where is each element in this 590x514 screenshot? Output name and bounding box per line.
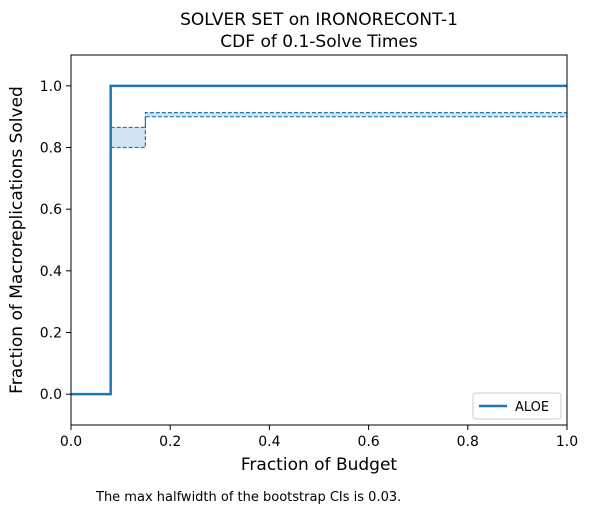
legend-label-aloe: ALOE (515, 400, 549, 415)
x-tick-label: 0.2 (159, 434, 181, 450)
y-tick-label: 0.4 (40, 264, 62, 280)
chart-title: SOLVER SET on IRONORECONT-1 CDF of 0.1-S… (180, 10, 458, 52)
footnote-text: The max halfwidth of the bootstrap CIs i… (95, 490, 401, 505)
plot-area-frame (71, 55, 567, 425)
y-axis-label: Fraction of Macroreplications Solved (7, 86, 27, 394)
y-tick-label: 0.8 (40, 141, 62, 157)
y-tick-label: 0.2 (40, 326, 62, 342)
y-tick-label: 1.0 (40, 79, 62, 95)
x-tick-label: 0.0 (60, 434, 82, 450)
chart-title-line-2: CDF of 0.1-Solve Times (220, 32, 418, 52)
x-tick-label: 1.0 (556, 434, 578, 450)
x-axis-label: Fraction of Budget (241, 455, 398, 475)
x-axis-ticks: 0.0 0.2 0.4 0.6 0.8 1.0 (60, 425, 578, 450)
ci-lower-line-aloe (111, 117, 567, 148)
y-tick-label: 0.0 (40, 387, 62, 403)
y-axis-ticks: 0.0 0.2 0.4 0.6 0.8 1.0 (40, 79, 71, 403)
x-tick-label: 0.6 (357, 434, 379, 450)
legend: ALOE (473, 393, 561, 419)
chart-title-line-1: SOLVER SET on IRONORECONT-1 (180, 10, 458, 30)
ci-fill-aloe (111, 113, 567, 148)
confidence-interval-band (111, 113, 567, 148)
x-tick-label: 0.4 (258, 434, 280, 450)
y-tick-label: 0.6 (40, 202, 62, 218)
x-tick-label: 0.8 (457, 434, 479, 450)
